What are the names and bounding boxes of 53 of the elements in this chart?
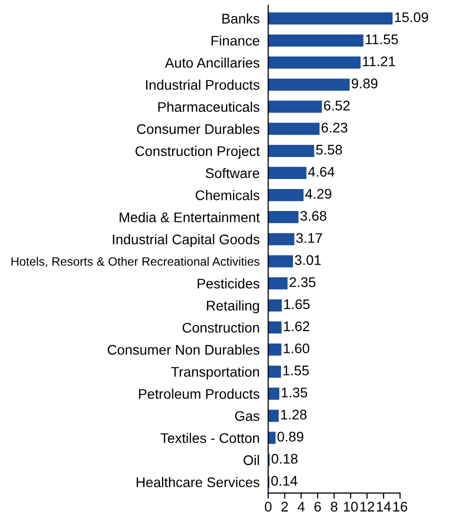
data-label: 0.18 xyxy=(272,454,298,464)
y-tick-label: Auto Ancillaries xyxy=(164,58,260,68)
data-label: 1.65 xyxy=(284,299,310,310)
data-label: 4.64 xyxy=(308,166,334,177)
y-tick-label: Retailing xyxy=(206,300,259,314)
y-tick-label: Industrial Capital Goods xyxy=(112,234,260,248)
data-label: 9.89 xyxy=(352,78,378,88)
data-label: 11.21 xyxy=(363,56,396,66)
y-tick-label: Pesticides xyxy=(198,278,260,289)
data-label: 0.89 xyxy=(277,432,304,442)
y-tick-label: Oil xyxy=(244,454,259,466)
y-tick-label: Consumer Durables xyxy=(137,124,260,134)
y-tick-label: Hotels, Resorts & Other Recreational Activities xyxy=(12,256,260,268)
x-tick-label: 0 xyxy=(264,502,272,512)
x-tick-label: 8 xyxy=(330,502,338,512)
data-label: 1.35 xyxy=(282,388,308,398)
data-label: 1.62 xyxy=(284,321,310,332)
data-label: 6.23 xyxy=(322,122,348,133)
y-tick-label: Healthcare Services xyxy=(136,476,260,488)
y-tick-label: Industrial Products xyxy=(146,80,260,90)
data-label: 2.35 xyxy=(290,277,316,288)
data-label: 5.58 xyxy=(316,144,342,155)
data-label: 3.01 xyxy=(294,255,321,265)
y-tick-label: Textiles - Cotton xyxy=(160,432,259,444)
data-label: 6.52 xyxy=(324,100,350,110)
y-tick-label: Construction Project xyxy=(136,146,260,159)
x-tick-label: 10 xyxy=(344,502,358,512)
y-tick-label: Transportation xyxy=(171,366,259,380)
data-label: 1.28 xyxy=(281,410,307,420)
y-tick-label: Petroleum Products xyxy=(139,388,260,399)
y-tick-label: Pharmaceuticals xyxy=(158,102,260,112)
y-tick-label: Construction xyxy=(182,322,259,333)
data-label: 11.55 xyxy=(366,34,398,44)
data-label: 0.14 xyxy=(271,476,298,486)
y-tick-label: Consumer Non Durables xyxy=(108,344,260,355)
y-tick-label: Media & Entertainment xyxy=(120,212,260,222)
data-label: 1.60 xyxy=(284,343,310,354)
data-label: 15.09 xyxy=(395,12,428,22)
data-label: 3.68 xyxy=(300,211,326,221)
data-label: 1.55 xyxy=(283,366,309,376)
x-tick-label: 16 xyxy=(393,502,408,512)
y-tick-label: Banks xyxy=(222,13,260,24)
x-tick-label: 4 xyxy=(298,502,305,512)
data-label: 4.29 xyxy=(305,188,332,199)
x-tick-label: 6 xyxy=(314,502,321,512)
data-label: 3.17 xyxy=(296,233,322,243)
y-tick-label: Software xyxy=(206,168,260,178)
x-tick-label: 12 xyxy=(360,502,374,512)
x-tick-label: 14 xyxy=(376,502,391,512)
x-tick-label: 2 xyxy=(282,502,288,512)
y-tick-label: Gas xyxy=(235,411,260,421)
y-tick-label: Finance xyxy=(212,35,260,46)
y-tick-label: Chemicals xyxy=(196,190,260,200)
